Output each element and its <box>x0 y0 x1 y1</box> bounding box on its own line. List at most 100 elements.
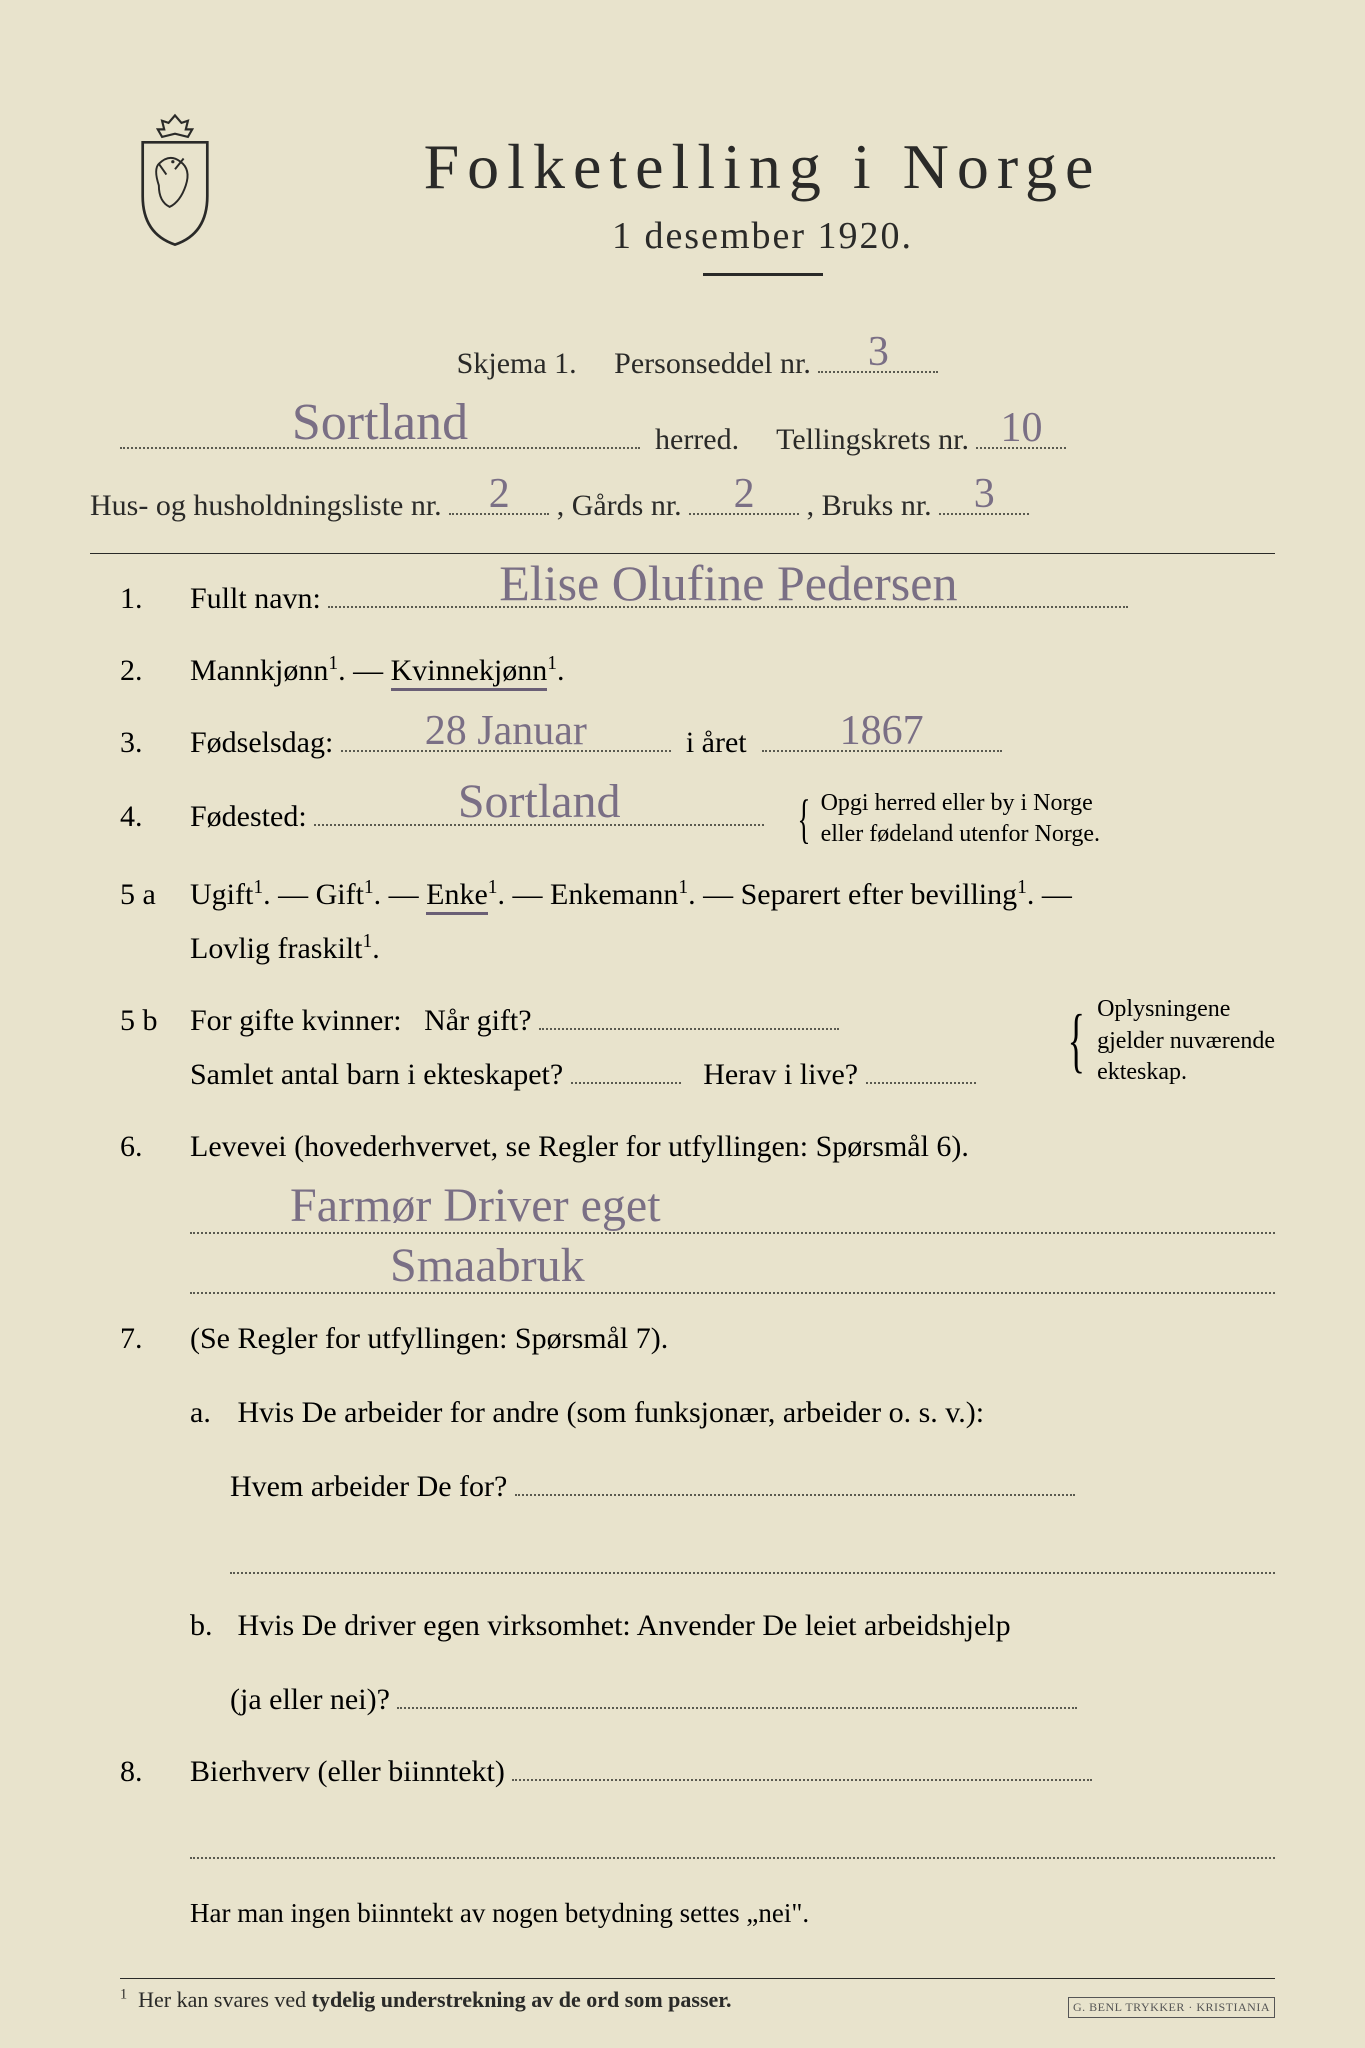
q5a-row: 5 a Ugift1. — Gift1. — Enke1. — Enkemann… <box>120 868 1275 976</box>
q4-label: Fødested: <box>190 800 307 833</box>
q5b-brace-icon: { <box>1067 1012 1084 1070</box>
gards-field: 2 <box>689 513 799 515</box>
q3-label: Fødselsdag: <box>190 726 333 759</box>
q3-year-value: 1867 <box>840 710 924 752</box>
q5b-when: Når gift? <box>424 1004 531 1037</box>
q5b-num: 5 b <box>120 1004 190 1038</box>
tellingskrets-label: Tellingskrets nr. <box>776 423 969 456</box>
q7b-text2: (ja eller nei)? <box>230 1683 390 1716</box>
q8-line2 <box>190 1807 1275 1859</box>
footnote-marker: 1 <box>120 1987 127 2003</box>
herred-value: Sortland <box>292 397 468 449</box>
bruks-field: 3 <box>939 513 1029 515</box>
q5b-when-field <box>539 1028 839 1030</box>
q2-sup-a: 1 <box>328 653 338 674</box>
q8-field <box>512 1779 1092 1781</box>
q4-num: 4. <box>120 800 190 834</box>
tellingskrets-value: 10 <box>1000 407 1042 449</box>
printer-stamp: G. BENL TRYKKER · KRISTIANIA <box>1068 1997 1275 2018</box>
q7-label: (Se Regler for utfyllingen: Spørsmål 7). <box>190 1322 668 1355</box>
q6-line2: Smaabruk <box>190 1242 1275 1294</box>
q4-note-group: { Opgi herred eller by i Norge eller fød… <box>787 788 1100 850</box>
q5b-alive-field <box>866 1082 976 1084</box>
paper-content: Folketelling i Norge 1 desember 1920. Sk… <box>120 100 1275 1988</box>
header-row: Folketelling i Norge 1 desember 1920. <box>120 100 1275 311</box>
bruks-value: 3 <box>974 473 995 515</box>
gards-label: Gårds nr. <box>572 489 682 522</box>
q4-row: 4. Fødested: Sortland { Opgi herred elle… <box>120 788 1275 850</box>
q6-row: 6. Levevei (hovederhvervet, se Regler fo… <box>120 1120 1275 1294</box>
q2-dash: — <box>353 654 391 687</box>
q5b-note-group: { Oplysningene gjelder nuværende ekteska… <box>1055 994 1276 1088</box>
q7-num: 7. <box>120 1322 190 1356</box>
q7b-letter: b. <box>190 1599 230 1653</box>
q6-line1: Farmør Driver eget <box>190 1182 1275 1234</box>
q5b-body: For gifte kvinner: Når gift? { Oplysning… <box>190 994 1275 1102</box>
husliste-label: Hus- og husholdningsliste nr. <box>90 489 442 522</box>
q5a-body: Ugift1. — Gift1. — Enke1. — Enkemann1. —… <box>190 868 1275 976</box>
q5b-note1: Oplysningene <box>1097 996 1230 1022</box>
q7a-letter: a. <box>190 1386 230 1440</box>
q6-label: Levevei (hovederhvervet, se Regler for u… <box>190 1130 969 1163</box>
q5b-children-field <box>571 1082 681 1084</box>
q3-daymonth-field: 28 Januar <box>341 750 671 752</box>
skjema-line: Skjema 1. Personseddel nr. 3 <box>120 331 1275 397</box>
q7a-line2 <box>230 1522 1275 1574</box>
q1-value: Elise Olufine Pedersen <box>499 558 957 608</box>
herred-line: Sortland herred. Tellingskrets nr. 10 <box>120 407 1275 473</box>
q5b-row: 5 b For gifte kvinner: Når gift? { Oplys… <box>120 994 1275 1102</box>
husliste-field: 2 <box>449 513 549 515</box>
q6-value2: Smaabruk <box>390 1242 585 1290</box>
footnote-rule: 1 Her kan svares ved tydelig understrekn… <box>120 1978 1275 2013</box>
q3-year-field: 1867 <box>762 750 1002 752</box>
q7-row: 7. (Se Regler for utfyllingen: Spørsmål … <box>120 1312 1275 1727</box>
document-title: Folketelling i Norge <box>250 130 1275 204</box>
q4-note-line2: eller fødeland utenfor Norge. <box>821 821 1100 847</box>
q5a-num: 5 a <box>120 878 190 912</box>
personseddel-nr-value: 3 <box>868 331 889 373</box>
document-subtitle: 1 desember 1920. <box>250 214 1275 258</box>
tellingskrets-field: 10 <box>976 447 1066 449</box>
herred-field: Sortland <box>120 447 640 449</box>
q2-option-b: Kvinnekjønn <box>391 654 548 691</box>
q8-num: 8. <box>120 1755 190 1789</box>
q8-row: 8. Bierhverv (eller biinntekt) Har man i… <box>120 1745 1275 1938</box>
personseddel-nr-field: 3 <box>818 371 938 373</box>
q8-postnote: Har man ingen biinntekt av nogen betydni… <box>190 1889 1275 1938</box>
q7b-text1: Hvis De driver egen virksomhet: Anvender… <box>238 1609 1011 1642</box>
q1-field: Elise Olufine Pedersen <box>328 606 1128 608</box>
q8-label: Bierhverv (eller biinntekt) <box>190 1755 505 1788</box>
q5a-opt2: Enke <box>426 878 488 915</box>
q5b-note2: gjelder nuværende <box>1097 1028 1275 1054</box>
q7a-text1: Hvis De arbeider for andre (som funksjon… <box>238 1396 985 1429</box>
q5a-opt4: Separert efter bevilling <box>741 878 1018 911</box>
herred-label: herred. <box>655 423 739 456</box>
q7a-field <box>515 1494 1075 1496</box>
q1-row: 1. Fullt navn: Elise Olufine Pedersen <box>120 572 1275 626</box>
personseddel-label: Personseddel nr. <box>614 347 811 380</box>
hus-gards-bruks-line: Hus- og husholdningsliste nr. 2 , Gårds … <box>90 473 1275 554</box>
title-divider <box>703 273 823 276</box>
q4-note-line1: Opgi herred eller by i Norge <box>821 790 1093 816</box>
q3-mid: i året <box>686 726 747 759</box>
husliste-value: 2 <box>489 473 510 515</box>
q2-sup-b: 1 <box>547 653 557 674</box>
q2-num: 2. <box>120 654 190 688</box>
q1-label: Fullt navn: <box>190 582 321 615</box>
q4-note: Opgi herred eller by i Norge eller fødel… <box>821 788 1100 850</box>
q5a-opt0: Ugift <box>190 878 253 911</box>
title-block: Folketelling i Norge 1 desember 1920. <box>250 100 1275 311</box>
q2-option-a: Mannkjønn <box>190 654 328 687</box>
bruks-label: Bruks nr. <box>822 489 932 522</box>
q2-row: 2. Mannkjønn1. — Kvinnekjønn1. <box>120 644 1275 698</box>
census-form-page: Folketelling i Norge 1 desember 1920. Sk… <box>0 0 1365 2048</box>
q5b-note: Oplysningene gjelder nuværende ekteskap. <box>1097 994 1275 1088</box>
q7a-text2: Hvem arbeider De for? <box>230 1470 507 1503</box>
q5b-intro: For gifte kvinner: <box>190 1004 402 1037</box>
q3-row: 3. Fødselsdag: 28 Januar i året 1867 <box>120 716 1275 770</box>
q3-daymonth-value: 28 Januar <box>425 710 587 752</box>
gards-value: 2 <box>734 473 755 515</box>
skjema-label: Skjema 1. <box>457 347 577 380</box>
footnote: 1 Her kan svares ved tydelig understrekn… <box>120 1987 732 2012</box>
q5a-opt5: Lovlig fraskilt <box>190 932 362 965</box>
